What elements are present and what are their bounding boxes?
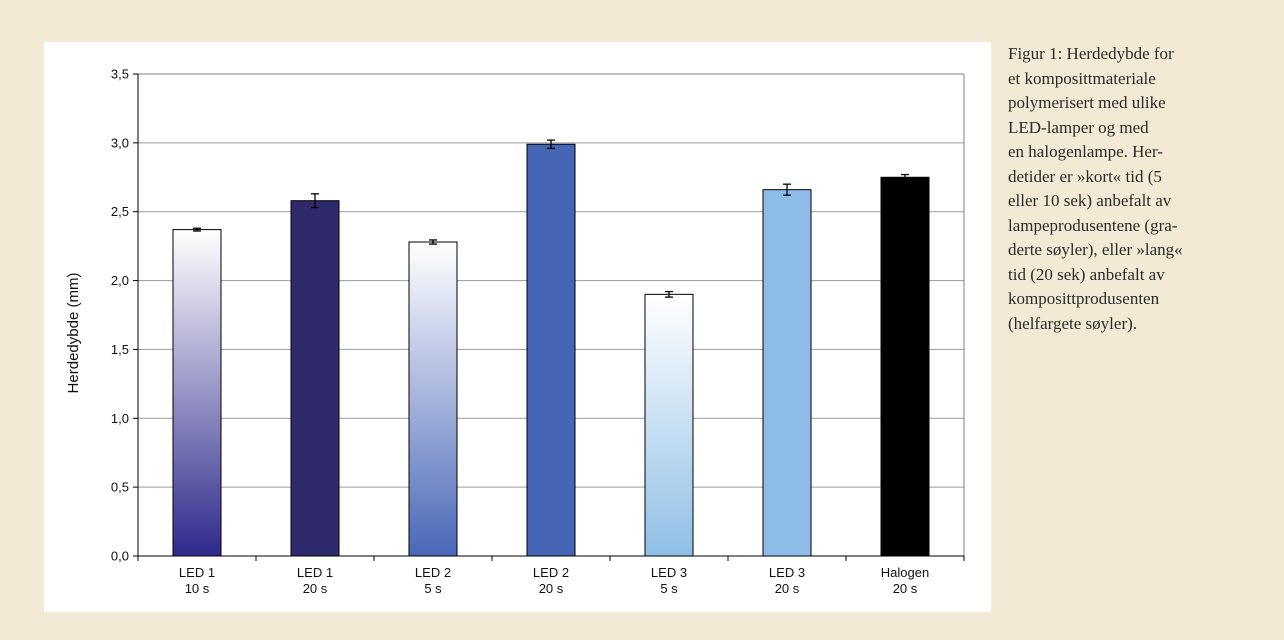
bar [408,241,458,557]
caption-line: et komposittmateriale [1008,68,1156,88]
caption-line: eller 10 sek) anbefalt av [1008,191,1172,210]
bar [526,143,576,557]
x-tick-sublabel: 5 s [660,581,678,596]
error-bar [783,183,791,196]
caption-line: lampeprodusentene (gra- [1008,215,1178,235]
x-tick-label: LED 1 [297,565,333,580]
error-bar [901,173,909,181]
x-tick-label: LED 3 [769,565,805,580]
error-bar [665,290,673,298]
x-tick-label: Halogen [881,565,929,580]
y-axis-title: Herdedybde (mm) [65,273,82,394]
y-tick-label: 1,5 [111,342,129,357]
x-tick-label: LED 3 [651,565,687,580]
y-tick-label: 0,5 [111,480,129,495]
y-tick-label: 2,0 [111,273,129,288]
y-tick-label: 3,5 [111,67,129,82]
error-bar [429,239,437,245]
caption-line: detider er »kort« tid (5 [1008,166,1162,186]
error-bar [193,227,201,232]
caption-line: en halogenlampe. Her- [1008,142,1163,161]
figure-caption: Figur 1: Herdedybde for et komposittmater… [1008,42,1274,336]
error-bar [547,139,555,150]
x-tick-sublabel: 5 s [424,581,442,596]
x-tick-label: LED 1 [179,565,215,580]
x-tick-sublabel: 20 s [893,581,918,596]
caption-line: tid (20 sek) anbefalt av [1008,264,1165,284]
bar [644,293,694,557]
caption-line: derte søyler), eller »lang« [1008,240,1183,259]
x-tick-sublabel: 10 s [185,581,210,596]
bar [762,189,812,557]
caption-line: (helfargete søyler). [1008,313,1138,333]
x-tick-label: LED 2 [533,565,569,580]
y-tick-label: 1,0 [111,411,129,426]
error-bar [311,193,319,209]
bars [172,143,930,557]
error-bars [193,139,909,298]
y-tick-label: 3,0 [111,135,129,150]
x-tick-sublabel: 20 s [539,581,564,596]
y-tick-label: 2,5 [111,204,129,219]
axes [133,73,965,561]
caption-line: Figur 1: Herdedybde for [1008,44,1174,63]
x-tick-sublabel: 20 s [303,581,328,596]
bar [290,200,340,557]
caption-line: LED-lamper og med [1008,117,1149,137]
bar [880,176,930,557]
y-tick-label: 0,0 [111,549,129,564]
x-tick-sublabel: 20 s [775,581,800,596]
y-tick-labels: 0,0 0,5 1,0 1,5 2,0 2,5 3,0 3,5 [111,67,129,564]
bar [172,229,222,557]
caption-line: komposittprodusenten [1008,289,1160,308]
x-tick-label: LED 2 [415,565,451,580]
caption-line: polymerisert med ulike [1008,93,1166,112]
